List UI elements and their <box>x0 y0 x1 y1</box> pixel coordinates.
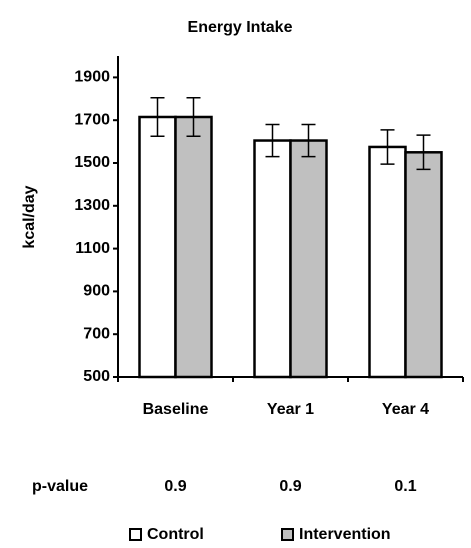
x-tick-label: Baseline <box>143 401 209 418</box>
x-tick-label: Year 1 <box>267 401 314 418</box>
legend-label: Intervention <box>299 526 391 543</box>
error-bar <box>301 123 316 158</box>
y-tick-label: 1100 <box>75 240 110 257</box>
legend-swatch <box>281 528 294 541</box>
y-tick-label: 1900 <box>74 69 110 86</box>
bar <box>368 145 407 379</box>
bar <box>138 115 177 379</box>
error-bar <box>416 134 431 171</box>
y-tick-label: 700 <box>83 325 110 342</box>
y-axis-label: kcal/day <box>21 185 38 248</box>
error-bar <box>380 129 395 165</box>
p-value: 0.1 <box>394 478 416 495</box>
error-bar <box>265 123 280 158</box>
error-bar <box>150 96 165 137</box>
error-bar <box>186 96 201 137</box>
bar <box>289 139 328 379</box>
p-value: 0.9 <box>164 478 186 495</box>
bar <box>404 151 443 379</box>
legend-label: Control <box>147 526 204 543</box>
y-tick-label: 900 <box>83 283 110 300</box>
y-tick-label: 1500 <box>74 154 110 171</box>
p-value: 0.9 <box>279 478 301 495</box>
bar <box>174 115 213 379</box>
legend-swatch <box>129 528 142 541</box>
y-tick-label: 1300 <box>74 197 110 214</box>
bar <box>253 139 292 379</box>
p-value-label: p-value <box>32 478 88 495</box>
y-tick-label: 500 <box>83 368 110 385</box>
y-tick-label: 1700 <box>74 111 110 128</box>
x-tick-label: Year 4 <box>382 401 429 418</box>
chart-title: Energy Intake <box>188 19 293 36</box>
